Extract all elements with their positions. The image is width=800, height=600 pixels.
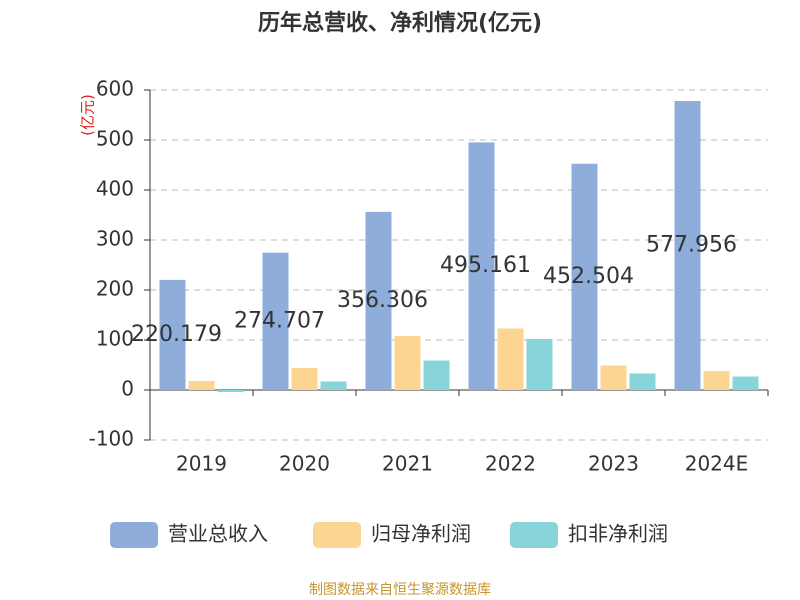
bar [468, 142, 495, 390]
bar [159, 279, 186, 390]
x-tick-label: 2023 [588, 452, 639, 476]
legend-swatch [110, 522, 158, 548]
bar [320, 381, 347, 390]
x-tick-label: 2022 [485, 452, 536, 476]
y-tick-label: 300 [96, 227, 134, 251]
y-tick-label: -100 [89, 427, 134, 451]
data-label: 452.504 [543, 264, 634, 289]
y-tick-label: 200 [96, 277, 134, 301]
bar [394, 336, 421, 390]
bar [365, 211, 392, 390]
data-label: 356.306 [337, 288, 428, 313]
bar [674, 101, 701, 390]
y-tick-label: 600 [96, 77, 134, 101]
source-note: 制图数据来自恒生聚源数据库 [309, 582, 491, 598]
bar [262, 252, 289, 390]
x-tick-label: 2020 [279, 452, 330, 476]
legend-label: 归母净利润 [371, 522, 471, 546]
y-tick-label: 500 [96, 127, 134, 151]
bar [703, 371, 730, 390]
legend-label: 扣非净利润 [568, 522, 668, 546]
bar [571, 163, 598, 390]
data-label: 274.707 [234, 308, 325, 333]
y-tick-label: 400 [96, 177, 134, 201]
bar [217, 390, 244, 392]
data-label: 220.179 [131, 322, 222, 347]
bar [629, 373, 656, 390]
bar [423, 360, 450, 390]
bar [600, 365, 627, 390]
y-tick-label: 100 [96, 327, 134, 351]
legend-swatch [313, 522, 361, 548]
bar [526, 339, 553, 390]
data-label: 577.956 [646, 233, 737, 258]
x-tick-label: 2021 [382, 452, 433, 476]
y-axis-label: (亿元) [79, 94, 97, 136]
legend-label: 营业总收入 [168, 522, 268, 546]
data-label: 495.161 [440, 253, 531, 278]
x-tick-label: 2024E [685, 452, 749, 476]
bar [497, 328, 524, 390]
bar [188, 381, 215, 390]
legend-swatch [510, 522, 558, 548]
chart-title: 历年总营收、净利情况(亿元) [258, 10, 542, 36]
y-tick-label: 0 [121, 377, 134, 401]
bar [732, 376, 759, 390]
x-tick-label: 2019 [176, 452, 227, 476]
bar [291, 368, 318, 390]
